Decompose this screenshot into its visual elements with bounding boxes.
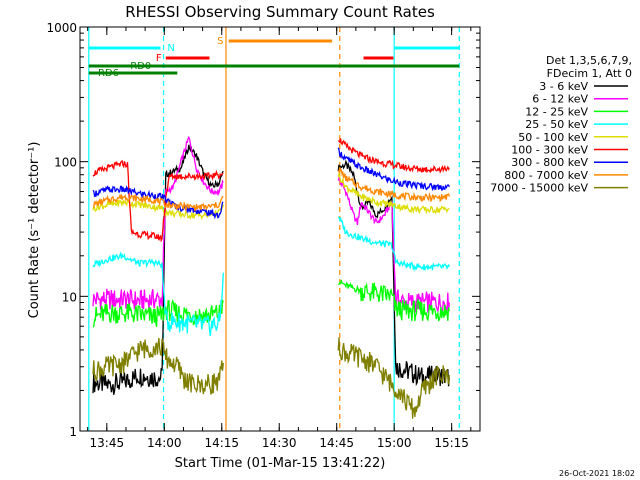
plot-frame: [79, 26, 481, 432]
series-2: [92, 279, 450, 328]
series-line: [92, 251, 224, 336]
series-line: [337, 216, 450, 272]
legend: Det 1,3,5,6,7,9,FDecim 1, Att 03 - 6 keV…: [490, 54, 632, 195]
x-tick-label: 15:00: [377, 436, 412, 450]
state-bars: N S F RD0 RD6: [88, 36, 460, 79]
legend-header: Det 1,3,5,6,7,9,: [546, 54, 632, 67]
series-1: [92, 135, 450, 314]
state-bar-label: F: [156, 53, 162, 64]
series-5: [92, 138, 450, 243]
series-line: [92, 193, 224, 212]
state-bar-label: N: [167, 43, 174, 54]
series-line: [338, 279, 450, 322]
y-tick-label: 10: [62, 290, 77, 304]
x-tick-label: 14:30: [262, 436, 297, 450]
vertical-markers: [88, 27, 460, 431]
series-6: [92, 147, 450, 220]
series-8: [92, 337, 450, 419]
legend-header: FDecim 1, Att 0: [547, 67, 632, 80]
x-tick-label: 14:00: [147, 436, 182, 450]
state-bar-label: S: [217, 36, 223, 47]
footer-date: 26-Oct-2021 18:02: [559, 469, 635, 478]
y-axis: 1 10 100 1000: [46, 21, 480, 439]
legend-entry-label: 12 - 25 keV: [525, 105, 588, 118]
legend-entry-label: 50 - 100 keV: [518, 131, 588, 144]
series-line: [337, 171, 450, 215]
series-3: [92, 216, 450, 336]
x-tick-label: 14:45: [319, 436, 354, 450]
legend-entry-label: 6 - 12 keV: [532, 93, 588, 106]
x-axis: 13:45 14:00 14:15 14:30 14:45 15:00 15:15: [87, 27, 472, 450]
y-tick-label: 1: [69, 425, 77, 439]
series-line: [337, 337, 450, 419]
legend-entry-label: 7000 - 15000 keV: [490, 182, 588, 195]
x-tick-label: 13:45: [90, 436, 125, 450]
legend-entry-label: 25 - 50 keV: [525, 118, 588, 131]
y-axis-label: Count Rate (s⁻¹ detector⁻¹): [27, 142, 42, 319]
x-tick-label: 14:15: [204, 436, 239, 450]
state-bar-label: RD0: [130, 61, 151, 72]
series-line: [92, 298, 224, 328]
series-line: [337, 167, 450, 203]
y-tick-label: 1000: [46, 21, 77, 35]
chart-title: RHESSI Observing Summary Count Rates: [125, 3, 435, 21]
y-tick-label: 100: [54, 156, 77, 170]
series-7: [92, 167, 450, 212]
legend-entry-label: 300 - 800 keV: [511, 156, 588, 169]
x-tick-label: 15:15: [434, 436, 469, 450]
series-line: [92, 338, 224, 396]
series-line: [338, 138, 450, 174]
legend-entry-label: 3 - 6 keV: [539, 80, 588, 93]
series-line: [337, 147, 450, 192]
series-layer: [92, 135, 450, 419]
x-axis-label: Start Time (01-Mar-15 13:41:22): [175, 456, 386, 471]
series-line: [92, 185, 224, 220]
series-line: [92, 144, 224, 395]
series-line: [92, 159, 224, 243]
state-bar-label: RD6: [98, 68, 119, 79]
series-4: [92, 171, 450, 221]
legend-entry-label: 100 - 300 keV: [511, 144, 588, 157]
series-line: [92, 198, 224, 221]
series-line: [92, 135, 224, 311]
legend-entry-label: 800 - 7000 keV: [504, 169, 588, 182]
